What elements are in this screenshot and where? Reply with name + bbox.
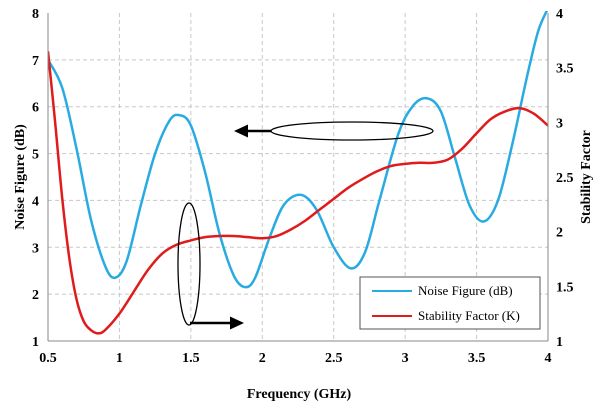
y-left-tick-label: 5 [32,148,39,163]
series-lines [48,11,548,335]
x-axis-title: Frequency (GHz) [247,387,352,402]
legend: Noise Figure (dB) Stability Factor (K) [359,276,541,330]
y-right-tick-label: 2 [556,226,563,241]
y-left-tick-label: 2 [32,288,39,303]
x-tick-label: 1 [116,351,123,366]
y-right-axis-title: Stability Factor [579,130,594,224]
annotation-arrow-left-head [234,124,248,138]
y-right-tick-labels: 1 1.5 2 2.5 3 3.5 4 [556,7,574,350]
y-right-tick-label: 4 [556,7,563,22]
x-tick-label: 2 [259,351,266,366]
legend-label-noise: Noise Figure (dB) [418,283,513,298]
y-left-tick-label: 6 [32,101,39,116]
x-tick-label: 0.5 [39,351,57,366]
y-right-tick-label: 1.5 [556,280,574,295]
y-left-tick-label: 4 [32,194,39,209]
annotations [177,121,434,330]
series-line-stability-factor [48,51,548,335]
y-left-tick-label: 8 [32,7,39,22]
legend-label-stability: Stability Factor (K) [418,308,520,323]
y-left-tick-label: 1 [32,335,39,350]
legend-box [359,276,541,330]
y-left-tick-label: 3 [32,241,39,256]
annotation-ellipse-stability [177,202,201,326]
y-left-tick-labels: 1 2 3 4 5 6 7 8 [32,7,39,350]
y-left-axis-title: Noise Figure (dB) [13,124,28,230]
annotation-arrow-right-head [230,316,244,330]
x-tick-label: 2.5 [325,351,343,366]
y-right-tick-label: 3.5 [556,62,574,77]
x-tick-labels: 0.5 1 1.5 2 2.5 3 3.5 4 [39,351,551,366]
x-tick-label: 3.5 [468,351,486,366]
axis-frame [47,13,549,342]
y-left-tick-label: 7 [32,54,39,69]
x-tick-label: 1.5 [182,351,200,366]
y-right-tick-label: 1 [556,335,563,350]
y-right-tick-label: 2.5 [556,171,574,186]
x-tick-label: 3 [402,351,409,366]
x-tick-label: 4 [545,351,552,366]
y-right-tick-label: 3 [556,116,563,131]
series-line-noise-figure [48,11,548,289]
